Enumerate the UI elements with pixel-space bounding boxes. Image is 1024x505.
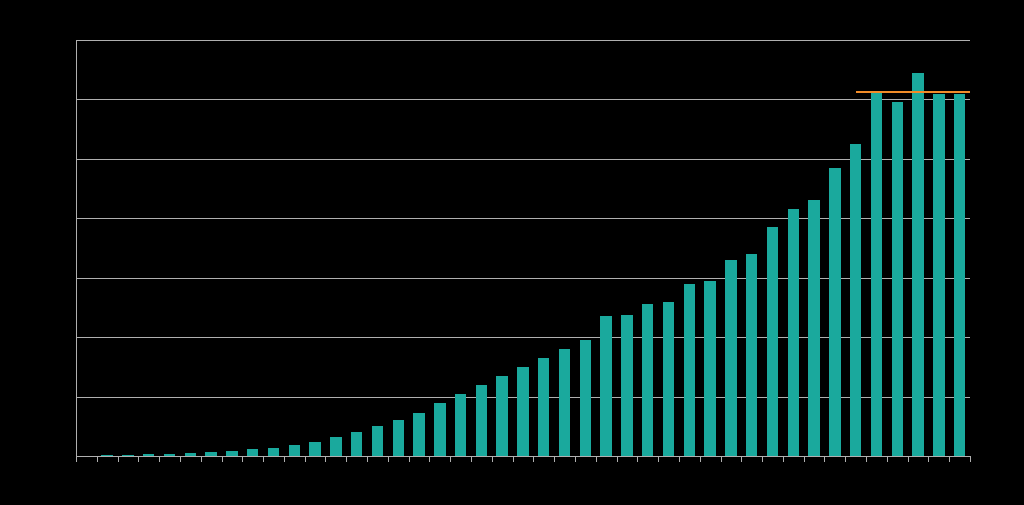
- bar: [330, 437, 341, 456]
- x-tick: [741, 456, 742, 462]
- x-tick: [679, 456, 680, 462]
- bar: [476, 385, 487, 456]
- bar: [559, 349, 570, 456]
- x-tick: [388, 456, 389, 462]
- bar: [496, 376, 507, 456]
- bar: [289, 445, 300, 456]
- bar: [268, 448, 279, 456]
- x-tick: [305, 456, 306, 462]
- gridline: [76, 40, 970, 41]
- bar: [704, 281, 715, 456]
- bar: [788, 209, 799, 456]
- x-tick: [617, 456, 618, 462]
- x-tick: [762, 456, 763, 462]
- bar: [393, 420, 404, 456]
- x-tick: [533, 456, 534, 462]
- x-tick: [721, 456, 722, 462]
- x-tick: [928, 456, 929, 462]
- bar: [580, 340, 591, 456]
- x-tick: [637, 456, 638, 462]
- x-tick: [845, 456, 846, 462]
- bar: [684, 284, 695, 456]
- x-tick: [346, 456, 347, 462]
- bar: [850, 144, 861, 456]
- x-tick: [325, 456, 326, 462]
- bar: [746, 254, 757, 456]
- x-tick: [596, 456, 597, 462]
- x-tick: [284, 456, 285, 462]
- bar: [808, 200, 819, 456]
- x-tick: [575, 456, 576, 462]
- gridline: [76, 99, 970, 100]
- x-tick: [513, 456, 514, 462]
- bar: [372, 426, 383, 456]
- x-tick: [450, 456, 451, 462]
- x-tick: [970, 456, 971, 462]
- x-tick: [138, 456, 139, 462]
- bar: [829, 168, 840, 456]
- x-tick: [824, 456, 825, 462]
- x-tick: [201, 456, 202, 462]
- x-tick: [471, 456, 472, 462]
- bar: [455, 394, 466, 456]
- bar: [413, 413, 424, 456]
- bar: [663, 302, 674, 457]
- x-tick: [242, 456, 243, 462]
- x-tick: [804, 456, 805, 462]
- bar: [954, 94, 965, 457]
- bar: [767, 227, 778, 456]
- bar: [538, 358, 549, 456]
- x-ticks: [76, 456, 970, 462]
- bar: [933, 94, 944, 457]
- x-tick: [949, 456, 950, 462]
- bar: [600, 316, 611, 456]
- x-tick: [263, 456, 264, 462]
- x-tick: [409, 456, 410, 462]
- overlay-line-segment: [856, 91, 970, 93]
- bar: [517, 367, 528, 456]
- x-tick: [159, 456, 160, 462]
- bar: [434, 403, 445, 456]
- x-tick: [887, 456, 888, 462]
- x-tick: [492, 456, 493, 462]
- x-tick: [76, 456, 77, 462]
- bar: [892, 102, 903, 456]
- x-tick: [180, 456, 181, 462]
- x-tick: [367, 456, 368, 462]
- bar: [912, 73, 923, 456]
- x-tick: [429, 456, 430, 462]
- x-tick: [908, 456, 909, 462]
- bar: [725, 260, 736, 456]
- x-tick: [222, 456, 223, 462]
- x-tick: [783, 456, 784, 462]
- x-tick: [658, 456, 659, 462]
- x-tick: [97, 456, 98, 462]
- bar: [351, 432, 362, 456]
- y-axis: [76, 40, 77, 456]
- x-tick: [118, 456, 119, 462]
- x-tick: [700, 456, 701, 462]
- bar-chart: [76, 40, 970, 456]
- bar: [309, 442, 320, 456]
- bar: [621, 315, 632, 456]
- bar: [871, 91, 882, 456]
- x-tick: [866, 456, 867, 462]
- x-tick: [554, 456, 555, 462]
- gridline: [76, 159, 970, 160]
- bar: [642, 304, 653, 456]
